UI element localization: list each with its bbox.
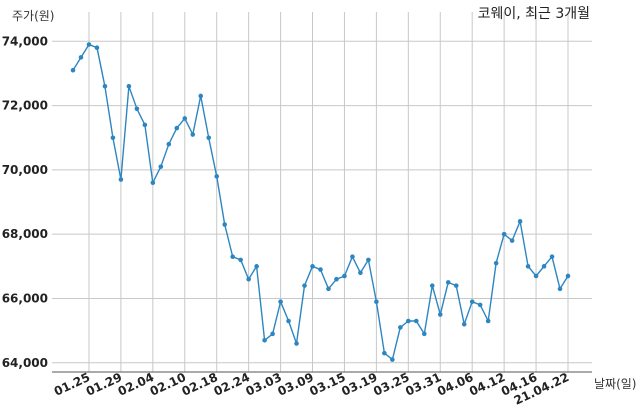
y-tick-label: 68,000 [2, 227, 48, 241]
price-line [72, 43, 569, 361]
data-point [437, 312, 443, 317]
data-point [398, 325, 403, 330]
data-point [86, 42, 92, 47]
grid [52, 12, 592, 372]
data-point [70, 67, 76, 73]
data-point [565, 273, 571, 279]
data-point [286, 318, 291, 324]
data-point [302, 283, 307, 288]
data-point [102, 83, 108, 89]
data-point [366, 257, 371, 263]
chart-title: 코웨이, 최근 3개월 [478, 6, 590, 22]
data-point [238, 257, 243, 263]
data-point [214, 174, 220, 179]
data-point [445, 280, 451, 285]
data-point [485, 318, 491, 324]
series [70, 42, 571, 362]
data-point [533, 273, 539, 279]
data-point [278, 299, 283, 305]
data-point [382, 350, 387, 356]
data-point [509, 238, 515, 243]
data-point [94, 45, 100, 51]
data-point [517, 219, 523, 224]
data-point [134, 106, 140, 112]
y-tick-label: 70,000 [2, 163, 48, 177]
data-point [549, 254, 555, 259]
data-point [190, 132, 196, 137]
data-point [254, 264, 259, 269]
data-point [310, 264, 315, 269]
data-point [206, 135, 212, 141]
data-point [294, 341, 299, 346]
data-point [246, 276, 251, 282]
data-point [557, 286, 563, 292]
data-point [166, 141, 172, 147]
y-tick-label: 66,000 [2, 291, 48, 305]
y-tick-label: 74,000 [2, 34, 48, 48]
data-point [222, 222, 227, 227]
data-point [342, 273, 347, 279]
data-point [406, 318, 411, 324]
data-point [230, 254, 235, 259]
tick-labels: 64,00066,00068,00070,00072,00074,00001.2… [2, 34, 572, 407]
data-point [142, 122, 148, 128]
data-point [390, 357, 395, 362]
data-point [158, 164, 164, 169]
data-point [477, 302, 483, 308]
data-point [198, 93, 204, 99]
x-axis-label: 날짜(일) [594, 377, 636, 391]
data-point [334, 276, 339, 282]
y-tick-label: 64,000 [2, 356, 48, 370]
data-point [150, 180, 156, 186]
data-point [525, 264, 531, 269]
y-axis-label: 주가(원) [12, 9, 54, 23]
data-point [461, 321, 467, 327]
data-point [78, 55, 84, 60]
data-point [174, 125, 180, 131]
data-point [182, 116, 188, 121]
data-point [110, 135, 116, 141]
data-point [270, 331, 275, 337]
data-point [469, 299, 475, 305]
data-point [350, 254, 355, 259]
data-point [501, 231, 507, 237]
data-point [118, 177, 124, 182]
data-point [126, 83, 132, 89]
data-point [358, 270, 363, 276]
data-point [374, 299, 379, 305]
data-point [429, 283, 435, 288]
data-point [493, 260, 499, 266]
data-point [318, 267, 323, 272]
data-point [453, 283, 459, 288]
data-point [326, 286, 331, 292]
y-tick-label: 72,000 [2, 99, 48, 113]
data-point [541, 264, 547, 269]
data-point [414, 318, 419, 324]
data-point [421, 331, 427, 337]
data-point [262, 337, 267, 343]
